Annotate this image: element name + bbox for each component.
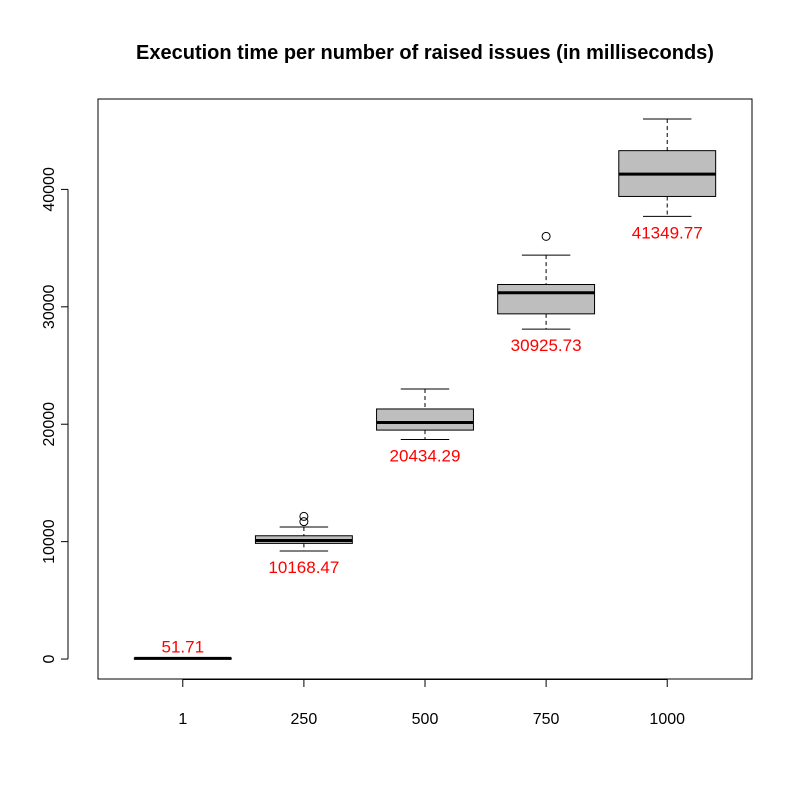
outlier-point (299, 511, 309, 521)
mean-label: 30925.73 (511, 336, 582, 355)
x-tick-label: 250 (291, 711, 318, 728)
y-tick-label: 10000 (41, 519, 58, 564)
y-tick-label: 30000 (41, 284, 58, 329)
y-tick-label: 40000 (41, 167, 58, 212)
x-tick-label: 1 (178, 711, 187, 728)
outlier-point (541, 231, 551, 241)
x-tick-label: 500 (412, 711, 439, 728)
box (497, 284, 596, 315)
mean-label: 51.71 (162, 637, 205, 656)
mean-label: 41349.77 (632, 223, 703, 242)
outlier-point (299, 517, 309, 527)
y-tick-label: 20000 (41, 402, 58, 447)
x-tick-label: 750 (533, 711, 560, 728)
y-tick-label: 0 (41, 654, 58, 663)
box (376, 408, 474, 431)
x-tick-label: 1000 (649, 711, 685, 728)
chart-title: Execution time per number of raised issu… (136, 42, 714, 64)
mean-label: 10168.47 (268, 558, 339, 577)
mean-label: 20434.29 (390, 446, 461, 465)
chart-marks: 0 10000 20000 30000 40000 1 250 500 750 1000 51.71… (41, 118, 717, 728)
